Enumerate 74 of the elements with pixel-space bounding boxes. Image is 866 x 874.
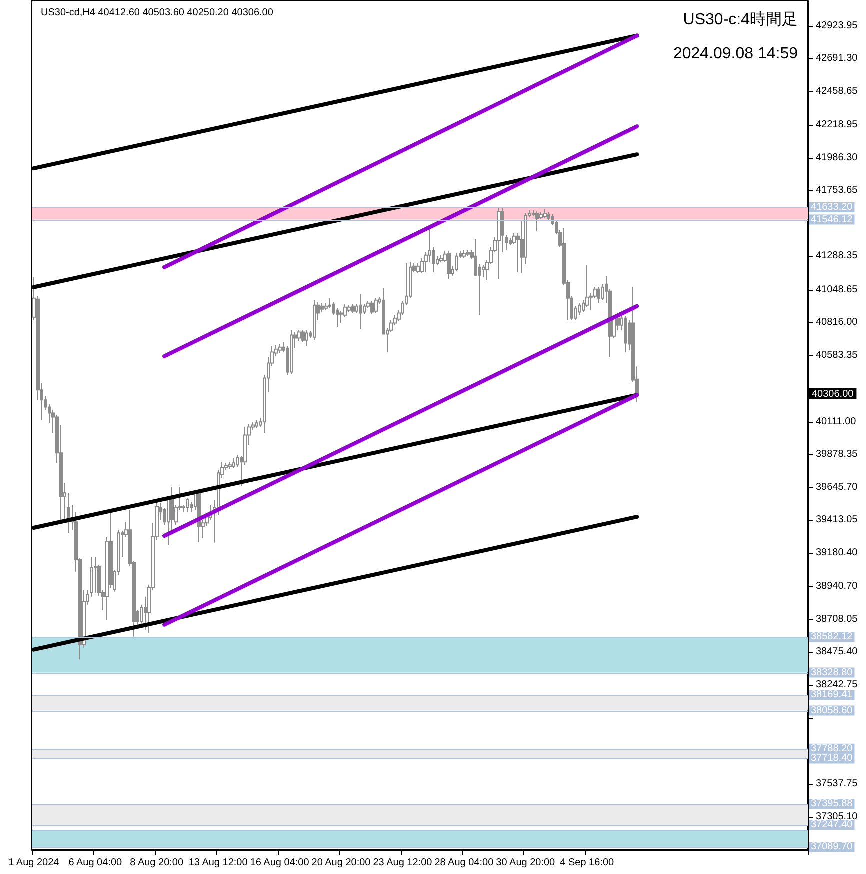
candlestick (305, 330, 308, 347)
candlestick (466, 250, 470, 257)
ref-line-label: 38582.12 (811, 632, 854, 643)
candlestick (301, 330, 305, 343)
ref-line-label: 37788.20 (811, 743, 854, 754)
candlestick (370, 300, 374, 315)
x-tick-label: 28 Aug 04:00 (434, 858, 494, 868)
ref-line-label: 38169.41 (811, 690, 854, 701)
ref-line-label: 41633.20 (811, 202, 854, 214)
x-tick-label: 4 Sep 16:00 (560, 858, 615, 868)
ref-line-label: 37718.40 (811, 753, 854, 764)
y-tick-label: 41986.30 (816, 152, 858, 164)
candlestick (67, 492, 70, 534)
annotation: US30-c:4時間足 (683, 10, 798, 28)
ref-line-label: 38328.80 (811, 667, 854, 678)
text: US30-cd,H4 40412.60 40503.60 40250.20 40306.00 (41, 8, 274, 18)
y-tick-label: 39180.40 (816, 547, 858, 558)
y-tick-label: 41753.65 (816, 185, 858, 196)
ref-line-label: 37089.70 (811, 842, 854, 853)
candlestick (351, 304, 355, 314)
y-tick-label: 39413.05 (816, 514, 858, 526)
candlestick (462, 250, 466, 260)
candlestick (547, 212, 550, 222)
candlestick (447, 250, 451, 280)
y-tick-label: 40583.35 (816, 350, 858, 361)
x-tick-label: 13 Aug 12:00 (188, 858, 248, 868)
ref-line-label: 37395.88 (811, 798, 854, 810)
candlestick (255, 420, 258, 429)
y-tick-label: 42923.95 (816, 20, 858, 32)
x-tick-label: 6 Aug 04:00 (68, 858, 123, 868)
y-tick-label: 41048.65 (816, 284, 858, 296)
candlestick (359, 294, 362, 330)
candlestick (94, 556, 97, 594)
ref-line-label: 37247.40 (811, 820, 854, 831)
candlestick (505, 234, 508, 251)
x-tick-label: 8 Aug 20:00 (130, 858, 184, 868)
candlestick (90, 556, 93, 598)
candlestick (313, 300, 316, 341)
candlestick (324, 302, 328, 311)
y-tick-label: 38475.40 (816, 646, 858, 658)
x-tick-label: 30 Aug 20:00 (496, 858, 556, 868)
y-tick-label: 42458.65 (816, 86, 858, 97)
y-tick-label: 40111.00 (816, 416, 857, 428)
y-tick-label: 39878.35 (816, 449, 858, 460)
candlestick (416, 262, 420, 274)
ref-line-label: 38058.60 (811, 705, 854, 716)
candlestick (374, 298, 378, 314)
x-tick-label: 23 Aug 12:00 (373, 858, 433, 868)
annotation: 2024.09.08 14:59 (673, 46, 798, 62)
candlestick (624, 316, 627, 353)
y-tick-label: 37537.75 (816, 778, 858, 790)
y-tick-label: 38940.70 (816, 581, 858, 592)
x-tick-label: 1 Aug 2024 (8, 858, 60, 868)
x-tick-label: 16 Aug 04:00 (250, 858, 310, 868)
y-tick-label: 42691.30 (816, 53, 858, 64)
y-tick-label: 38242.75 (816, 679, 858, 690)
candlestick (228, 462, 232, 470)
candlestick (597, 286, 600, 304)
candlestick (535, 210, 539, 232)
y-tick-label: 38708.05 (816, 614, 858, 625)
candlestick (278, 344, 282, 354)
candlestick (497, 208, 501, 280)
y-tick-label: 42218.95 (816, 120, 858, 131)
candlestick (290, 330, 293, 375)
candlestick (439, 254, 443, 263)
candlestick (543, 209, 547, 220)
ref-line-label: 41546.12 (811, 214, 854, 226)
candlestick (232, 458, 235, 469)
y-tick-label: 41288.35 (816, 250, 858, 262)
y-tick-label: 39645.70 (816, 482, 858, 493)
y-tick-label: 40816.00 (816, 317, 858, 328)
x-tick-label: 20 Aug 20:00 (312, 858, 372, 868)
candlestick (186, 498, 189, 513)
text: 40306.00 (812, 388, 854, 400)
